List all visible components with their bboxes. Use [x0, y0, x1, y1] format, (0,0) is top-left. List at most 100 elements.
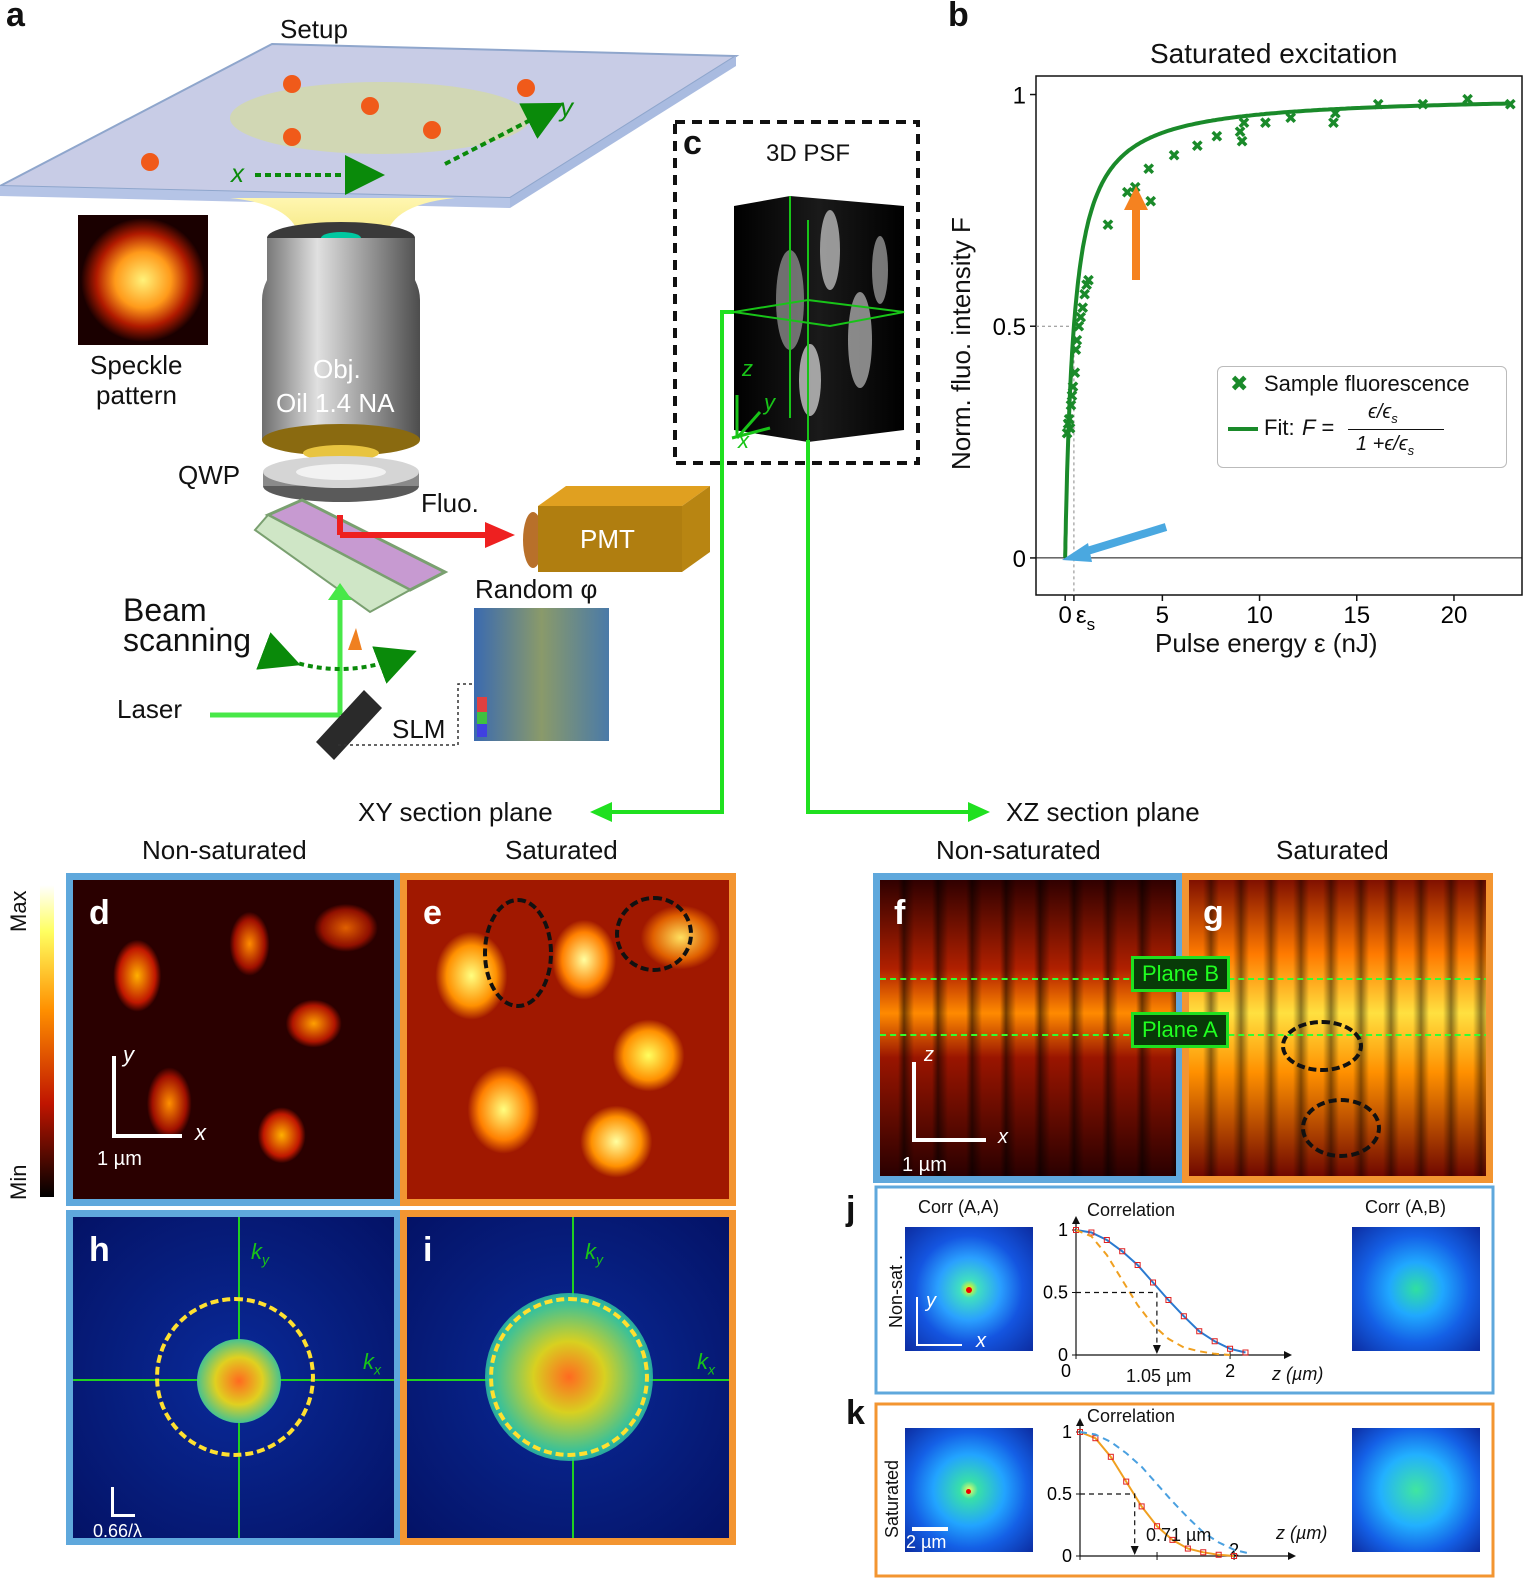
chart-j-ytick-label: 0 [1058, 1345, 1068, 1365]
chart-b-xtick-label: 0 [1058, 602, 1071, 629]
chart-b-data-point: ✖ [1072, 317, 1085, 336]
chart-k-data-point [1092, 1435, 1099, 1442]
corr-j-mid-title: Correlation [1087, 1200, 1176, 1220]
chart-k-series-line [1079, 1431, 1250, 1555]
corr-k-marker-label: 0.71 µm [1146, 1525, 1212, 1545]
legend-fit-num: ϵ/ϵs [1368, 401, 1398, 426]
corr-ab-image [1352, 1227, 1480, 1351]
chart-b-data-point: ✖ [1235, 132, 1248, 151]
chart-j-data-point [1242, 1349, 1249, 1356]
chart-k-data-point [1107, 1453, 1114, 1460]
chart-b-data-point: ✖ [1191, 137, 1204, 156]
panel-e-image: e [400, 873, 736, 1206]
panel-label-f: f [894, 894, 906, 932]
beam-scanning-line2: scanning [123, 622, 252, 658]
chart-b-data-point: ✖ [1062, 410, 1075, 429]
chart-b-data-point: ✖ [1061, 415, 1074, 434]
chart-j-xaxis-arrow-icon [1284, 1351, 1292, 1359]
beam-scanning-line1: Beam [123, 592, 207, 628]
xy-plane-connector [612, 310, 734, 814]
chart-b-eps-s-label: εs [1076, 602, 1095, 634]
panel-label-e: e [423, 894, 442, 932]
corr-k-row-label: Saturated [882, 1459, 902, 1538]
chart-b-data-point: ✖ [1259, 113, 1272, 132]
chart-b-data-point: ✖ [1074, 308, 1087, 327]
panel-label-a: a [6, 0, 25, 34]
corr-j-right-title: Corr (A,B) [1365, 1197, 1446, 1217]
chart-b-data-point: ✖ [1329, 104, 1342, 123]
panel-label-h: h [89, 1231, 110, 1269]
chart-b-ytick-label: 0 [1013, 546, 1026, 573]
chart-b-ytick-label: 0.5 [993, 314, 1026, 341]
qwp-label: QWP [178, 460, 241, 490]
axis-x-label: x [231, 158, 244, 188]
chart-j-data-point [1119, 1248, 1126, 1255]
chart-j-series-line [1075, 1229, 1231, 1356]
chart-b-data-point: ✖ [1284, 109, 1297, 128]
panel-label-i: i [423, 1231, 433, 1269]
corr-j-left-title: Corr (A,A) [918, 1197, 999, 1217]
chart-b-data-point: ✖ [1167, 146, 1180, 165]
chart-b-data-point: ✖ [1101, 215, 1114, 234]
xy-sat-heading: Saturated [505, 835, 618, 865]
orange-arrow-head-icon [1124, 186, 1148, 210]
panel-label-d: d [89, 894, 110, 932]
psf-axis-y: y [764, 390, 775, 415]
chart-b-data-point: ✖ [1144, 192, 1157, 211]
panel-h-kspace: h ky kx 0.66/λ [66, 1210, 401, 1545]
chart-b-ytick-label: 1 [1013, 83, 1026, 110]
chart-b-data-point: ✖ [1080, 276, 1093, 295]
pmt-detector [523, 486, 710, 572]
chart-j-data-point [1103, 1237, 1110, 1243]
panel-d-image: d y x 1 µm [66, 873, 401, 1206]
chart-j-marker-arrow-icon [1152, 1345, 1161, 1354]
chart-b-axes-frame [1035, 75, 1523, 596]
highlight-ellipse [1301, 1098, 1381, 1158]
chart-b-data-point: ✖ [1070, 331, 1083, 350]
highlight-ellipse [483, 898, 553, 1008]
panel-i-kx: kx [697, 1349, 715, 1378]
chart-b-data-point: ✖ [1327, 113, 1340, 132]
chart-b-data-point: ✖ [1416, 95, 1429, 114]
chart-b-data-point: ✖ [1371, 95, 1384, 114]
chart-j: 0 0.5 1 0 2 [1043, 1216, 1292, 1381]
chart-j-yaxis-arrow-icon [1072, 1216, 1080, 1224]
panel-k-frame [874, 1402, 1495, 1578]
panel-d-axis-y: y [123, 1042, 134, 1067]
objective-label-line1: Obj. [313, 354, 361, 384]
chart-k-marker-arrow-icon [1130, 1546, 1139, 1555]
blue-arrow-head-icon [1062, 543, 1092, 562]
colorbar-min-label: Min [6, 1164, 31, 1200]
excitation-cone [230, 198, 455, 245]
corr-k-scale: 2 µm [906, 1532, 947, 1552]
laser-label: Laser [117, 694, 183, 724]
chart-k-data-point [1138, 1503, 1145, 1510]
chart-k-data-point [1154, 1523, 1161, 1530]
legend-fit-line [1228, 427, 1258, 431]
panel-g-image: g [1182, 873, 1493, 1183]
chart-k-ytick-label: 0 [1062, 1546, 1072, 1566]
chart-b-data-point: ✖ [1082, 271, 1095, 290]
corr-j-row-label: Non-sat . [886, 1254, 906, 1328]
chart-b-data-point: ✖ [1210, 127, 1223, 146]
plane-a-tag: Plane A [1131, 1012, 1229, 1048]
chart-k-data-point [1123, 1478, 1130, 1485]
intensity-colorbar [40, 885, 54, 1197]
chart-k-data-point [1169, 1536, 1176, 1543]
chart-b-data-point: ✖ [1233, 123, 1246, 142]
panel-label-b: b [948, 0, 969, 34]
legend-marker-icon: ✖ [1230, 371, 1249, 396]
chart-b-data-point: ✖ [1237, 113, 1250, 132]
chart-b-xtick-label: 20 [1441, 602, 1468, 629]
chart-j-series-line [1075, 1229, 1246, 1354]
panel-f-axis-z: z [924, 1044, 934, 1066]
random-phase-mask [474, 608, 609, 741]
panel-h-scale: 0.66/λ [93, 1521, 143, 1541]
panel-label-j: j [846, 1190, 856, 1228]
chart-b-data-point: ✖ [1142, 160, 1155, 179]
chart-b-data-point: ✖ [1461, 90, 1474, 109]
chart-b-xtick-label: 5 [1156, 602, 1169, 629]
colorbar-max-label: Max [6, 890, 31, 932]
chart-b-data-point: ✖ [1504, 95, 1517, 114]
panel-f-scale: 1 µm [902, 1154, 947, 1176]
